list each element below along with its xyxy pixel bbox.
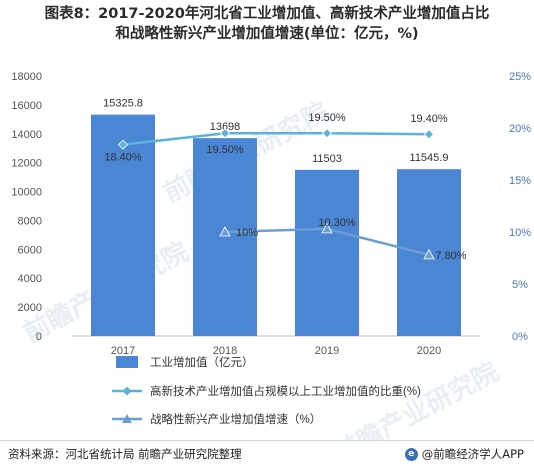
bar-2017: [91, 114, 155, 336]
legend-marker-triangle: [122, 414, 132, 423]
legend-marker-diamond: [122, 386, 132, 396]
left-axis-tick-label: 2000: [18, 302, 42, 314]
bar-data-label: 13698: [210, 121, 241, 133]
share-series-data-label: 19.40%: [410, 113, 448, 125]
brand-logo-icon: e: [404, 447, 418, 461]
left-axis-tick-label: 8000: [18, 215, 42, 227]
share-series-point-2019: [321, 128, 333, 139]
growth-series-point-2018: [219, 226, 231, 237]
chart-title-line-2: 和战略性新兴产业增加值增速(单位：亿元，%): [115, 26, 419, 42]
right-axis-tick-label: 0%: [512, 331, 528, 343]
right-axis-tick-label: 20%: [509, 123, 531, 135]
right-axis-tick-label: 5%: [512, 279, 528, 291]
share-series-point-2017: [117, 139, 129, 150]
growth-series-data-label: 7.80%: [435, 250, 466, 262]
chart-title: 图表8：2017-2020年河北省工业增加值、高新技术产业增加值占比 和战略性新…: [10, 4, 524, 44]
share-series-data-label: 19.50%: [206, 144, 244, 156]
growth-series-point-2019: [321, 223, 333, 234]
legend-label: 工业增加值（亿元）: [150, 355, 254, 369]
bar-2018: [193, 138, 257, 336]
share-series-data-label: 18.40%: [104, 152, 142, 164]
left-axis-tick-label: 12000: [11, 158, 42, 170]
share-series-point-2020: [423, 129, 435, 140]
right-axis-tick-label: 25%: [509, 71, 531, 83]
growth-series-data-label: 10.30%: [318, 217, 356, 229]
legend-label: 高新技术产业增加值占规模以上工业增加值的比重(%): [150, 384, 421, 398]
left-axis-tick-label: 16000: [11, 100, 42, 112]
bar-data-label: 11545.9: [410, 152, 449, 164]
x-axis-tick-label: 2019: [315, 345, 339, 357]
x-axis-tick-label: 2017: [111, 345, 135, 357]
x-axis-tick-label: 2020: [417, 345, 441, 357]
left-axis-tick-label: 10000: [11, 187, 42, 199]
legend-swatch-bars: [116, 356, 138, 368]
left-axis-tick-label: 6000: [18, 244, 42, 256]
bar-2019: [295, 169, 359, 336]
growth-series-data-label: 10%: [236, 227, 258, 239]
share-series-data-label: 19.50%: [308, 112, 346, 124]
brand-mark: e @前瞻经济学人APP: [404, 446, 524, 462]
left-axis-tick-label: 0: [36, 331, 42, 343]
bar-data-label: 11503: [312, 153, 342, 165]
bar-data-label: 15325.8: [103, 98, 143, 110]
right-axis-tick-label: 15%: [509, 175, 531, 187]
chart-canvas: 前瞻产业研究院前瞻产业研究院前瞻产业研究院0200040006000800010…: [11, 71, 531, 440]
source-note: 资料来源：河北省统计局 前瞻产业研究院整理: [8, 447, 242, 461]
share-series-point-2018: [219, 128, 231, 139]
right-axis-tick-label: 10%: [509, 227, 531, 239]
share-series-line: [122, 131, 430, 146]
left-axis-tick-label: 14000: [11, 129, 42, 141]
brand-text: @前瞻经济学人APP: [421, 447, 524, 461]
watermark-text-3: 前瞻产业研究院: [328, 356, 503, 440]
growth-series-point-2020: [423, 249, 435, 260]
left-axis-tick-label: 4000: [18, 273, 42, 285]
legend-label: 战略性新兴产业增加值增速（%）: [150, 412, 321, 426]
left-axis-tick-label: 18000: [11, 71, 42, 83]
footer-divider: [0, 440, 534, 441]
x-axis-tick-label: 2018: [213, 345, 237, 357]
chart-title-line-1: 图表8：2017-2020年河北省工业增加值、高新技术产业增加值占比: [44, 6, 490, 22]
